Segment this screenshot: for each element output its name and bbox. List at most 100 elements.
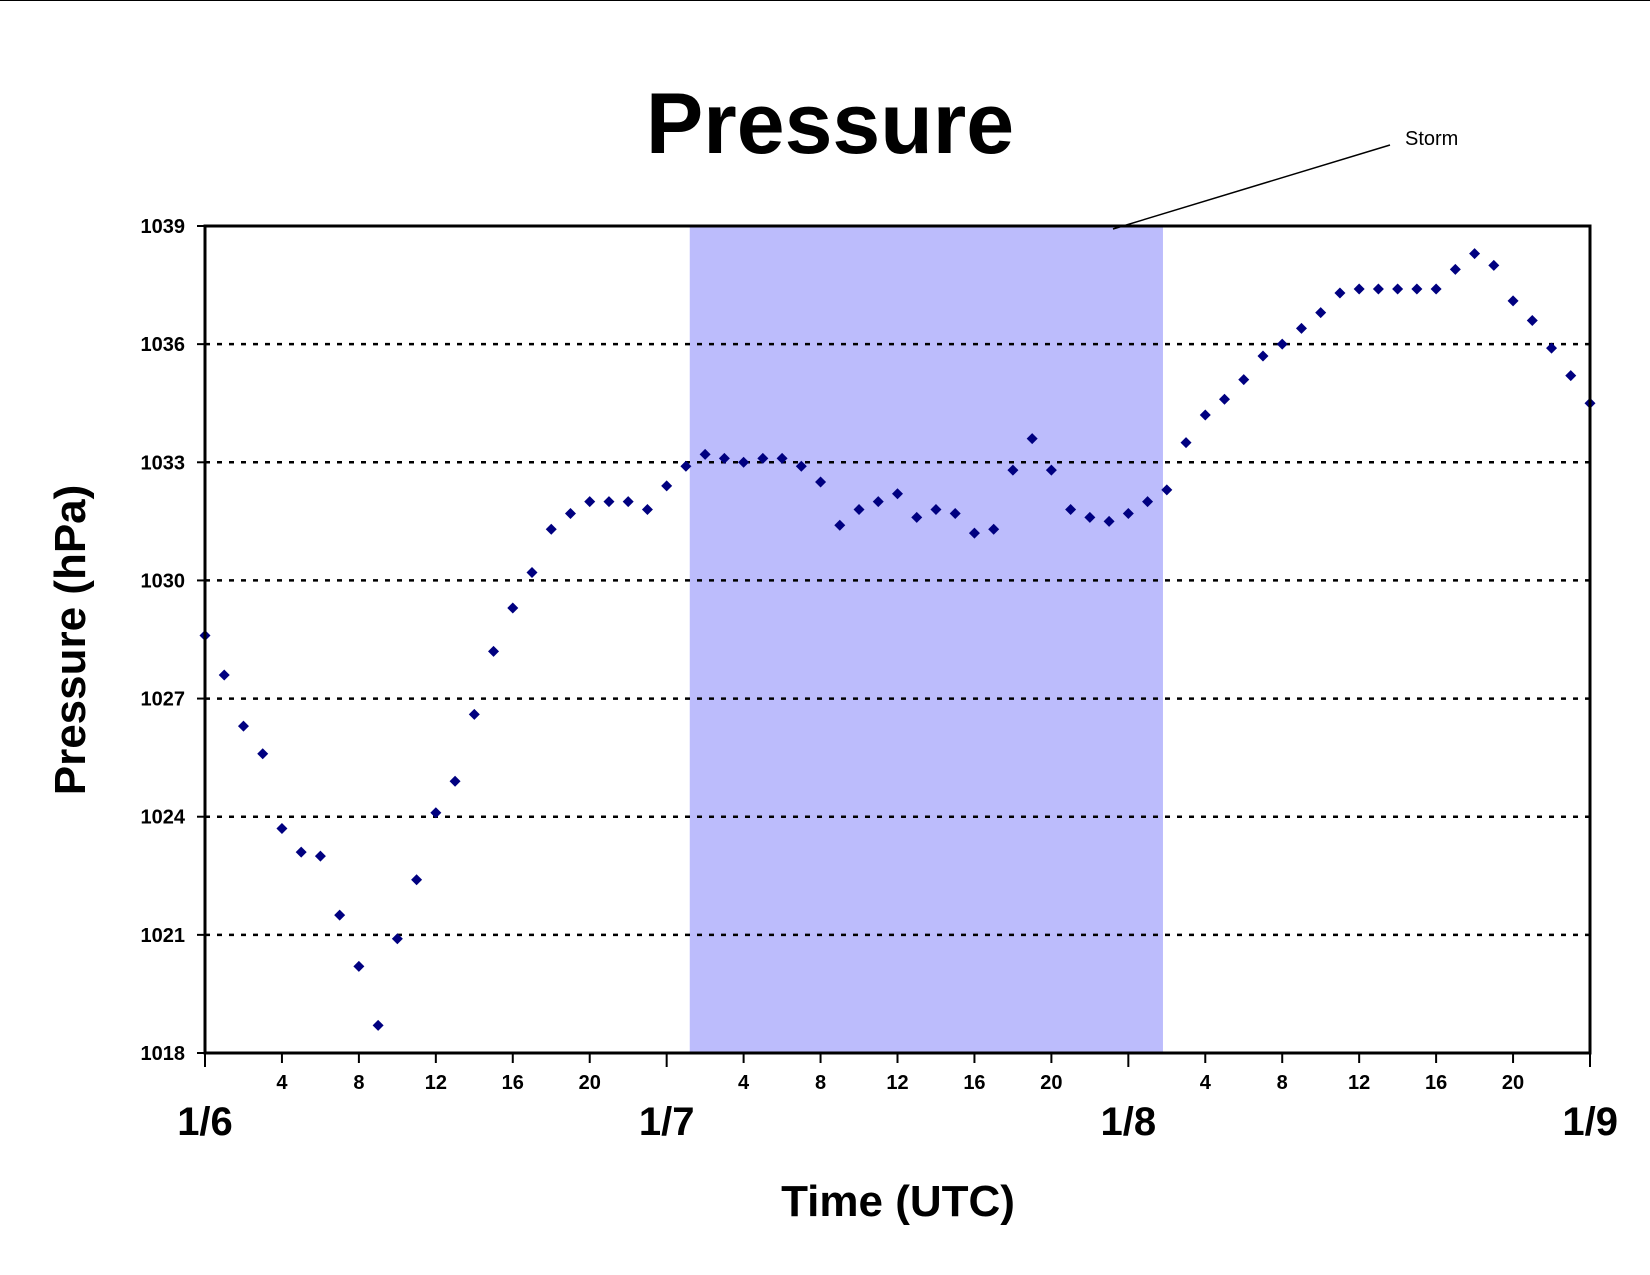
data-point	[1180, 437, 1192, 449]
data-point	[1411, 283, 1423, 295]
data-point	[1488, 259, 1500, 271]
y-tick-label: 1027	[141, 689, 186, 711]
data-point	[1334, 287, 1346, 299]
y-tick-label: 1030	[141, 570, 186, 592]
data-point	[334, 909, 346, 921]
x-date-label: 1/8	[1101, 1100, 1157, 1144]
data-point	[1084, 511, 1096, 523]
x-tick-label: 20	[1502, 1072, 1524, 1094]
y-tick-label: 1039	[141, 216, 186, 238]
data-point	[1122, 507, 1134, 519]
data-point	[584, 496, 596, 508]
data-point	[314, 850, 326, 862]
data-point	[795, 460, 807, 472]
data-point	[1315, 307, 1327, 319]
x-tick-label: 20	[1040, 1072, 1062, 1094]
x-tick-label: 8	[1277, 1072, 1288, 1094]
x-axis-title: Time (UTC)	[781, 1177, 1015, 1226]
data-point	[237, 720, 249, 732]
data-point	[1449, 263, 1461, 275]
data-point	[353, 960, 365, 972]
data-point	[1238, 374, 1250, 386]
data-point	[1430, 283, 1442, 295]
data-point	[1199, 409, 1211, 421]
data-point	[988, 523, 1000, 535]
data-point	[391, 933, 403, 945]
x-tick-label: 12	[1348, 1072, 1370, 1094]
x-axis-ticks: 4 8 12 16 20 4 8 12 16 20 4 8 12 16 20 1/6 1/7 1/8 1/9	[177, 1053, 1618, 1144]
data-point	[1546, 342, 1558, 354]
x-tick-label: 12	[886, 1072, 908, 1094]
data-point	[641, 504, 653, 516]
data-point	[1565, 370, 1577, 382]
data-point	[1295, 322, 1307, 334]
data-point	[1392, 283, 1404, 295]
chart-title: Pressure	[646, 76, 1014, 172]
data-point	[1469, 248, 1481, 260]
x-tick-label: 16	[502, 1072, 524, 1094]
data-point	[564, 507, 576, 519]
data-point	[1507, 295, 1519, 307]
data-point	[1372, 283, 1384, 295]
data-point	[449, 775, 461, 787]
data-point	[526, 567, 538, 579]
data-point	[430, 807, 442, 819]
y-tick-label: 1024	[141, 807, 186, 829]
data-point	[661, 480, 673, 492]
x-tick-label: 8	[815, 1072, 826, 1094]
data-point	[1007, 464, 1019, 476]
storm-annotation-leader	[1112, 144, 1391, 230]
data-point	[718, 452, 730, 464]
y-tick-label: 1018	[141, 1043, 186, 1065]
plot-area-border	[203, 224, 1592, 1055]
y-tick-label: 1033	[141, 452, 186, 474]
data-point	[257, 748, 269, 760]
data-point	[488, 645, 500, 657]
data-points	[199, 248, 1596, 1031]
data-point	[815, 476, 827, 488]
data-point	[1045, 464, 1057, 476]
x-tick-label: 20	[579, 1072, 601, 1094]
y-axis-ticks: 1018 1021 1024 1027 1030 1033 1036 1039	[141, 216, 205, 1065]
x-date-label: 1/6	[177, 1100, 233, 1144]
data-point	[545, 523, 557, 535]
data-point	[1276, 338, 1288, 350]
data-point	[1353, 283, 1365, 295]
data-point	[622, 496, 634, 508]
data-point	[1161, 484, 1173, 496]
data-point	[699, 448, 711, 460]
data-point	[853, 504, 865, 516]
data-point	[295, 846, 307, 858]
data-point	[776, 452, 788, 464]
data-point	[738, 456, 750, 468]
data-point	[411, 874, 423, 886]
data-point	[603, 496, 615, 508]
data-point	[1065, 504, 1077, 516]
data-point	[680, 460, 692, 472]
data-point	[1526, 315, 1538, 327]
y-tick-label: 1021	[141, 925, 186, 947]
storm-annotation-label: Storm	[1405, 128, 1458, 150]
data-point	[834, 519, 846, 531]
data-point	[276, 823, 288, 835]
x-tick-label: 4	[1200, 1072, 1212, 1094]
data-point	[218, 669, 230, 681]
data-point	[372, 1019, 384, 1031]
data-point	[1103, 515, 1115, 527]
data-point	[1026, 433, 1038, 445]
data-point	[892, 488, 903, 500]
x-tick-label: 4	[738, 1072, 750, 1094]
x-tick-label: 16	[1425, 1072, 1447, 1094]
storm-region-fill	[689, 226, 1163, 1053]
data-point	[949, 507, 961, 519]
x-tick-label: 12	[425, 1072, 447, 1094]
x-tick-label: 4	[276, 1072, 288, 1094]
data-point	[968, 527, 980, 539]
data-point	[1142, 496, 1154, 508]
x-date-label: 1/9	[1562, 1100, 1618, 1144]
data-point	[930, 504, 942, 516]
data-point	[468, 708, 480, 720]
storm-shaded-region	[689, 226, 1163, 1053]
data-point	[1219, 393, 1231, 405]
